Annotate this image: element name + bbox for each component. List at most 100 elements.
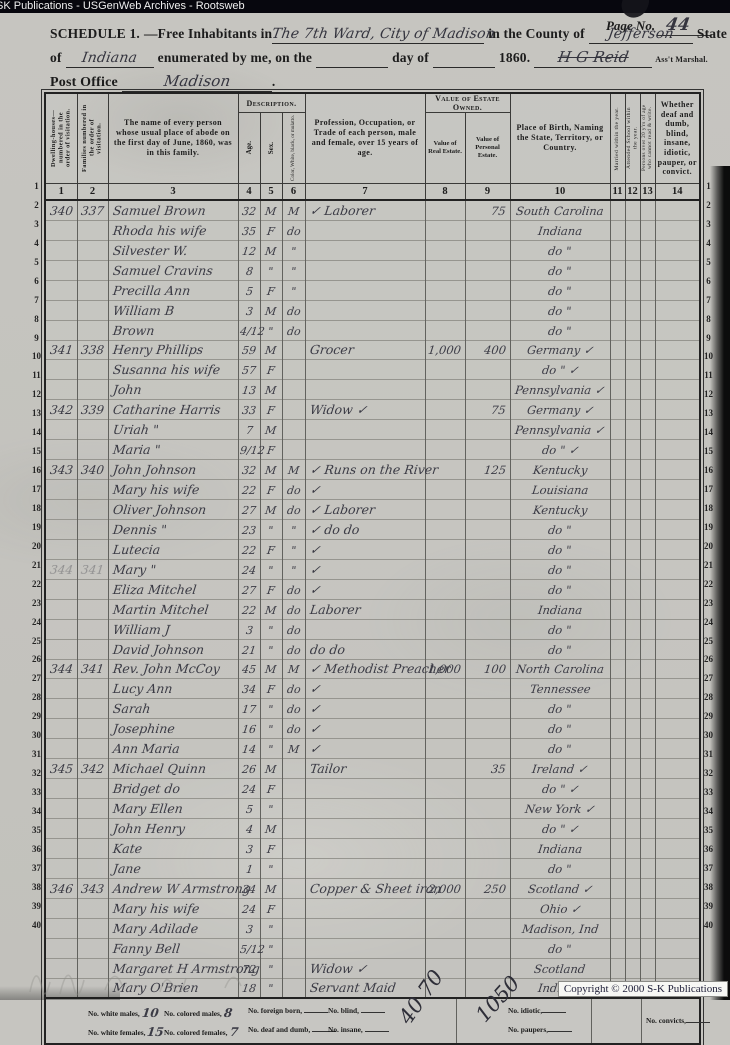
attended-school (624, 857, 641, 879)
age: 32 (237, 459, 261, 480)
occupation: Tailor (304, 758, 426, 779)
person-name-text: Mary Adilade (111, 920, 199, 936)
color-text: do (285, 484, 302, 498)
age: 59 (237, 339, 261, 360)
married-within-year (609, 459, 626, 480)
attended-school (624, 319, 641, 341)
personal-estate-value (464, 798, 511, 819)
age: 34 (237, 678, 261, 699)
birthplace-text: do " (547, 622, 573, 637)
real-estate-value (424, 718, 466, 739)
birthplace-text: Scotland (533, 961, 587, 976)
row-number: 30 (704, 730, 714, 741)
remarks (654, 638, 701, 660)
summary-white-females-value: 15 (146, 1025, 166, 1040)
occupation-text: ✓ (308, 681, 321, 697)
ward-city-value: The 7th Ward, City of Madison (270, 26, 497, 42)
table-row: 345 342 Michael Quinn 26 M Tailor 35 Ireland ✓ (44, 758, 701, 779)
sex-text: M (264, 384, 278, 398)
person-name-text: Mary his wife (111, 900, 200, 916)
birthplace-text: do " (547, 303, 573, 318)
birthplace: do " (509, 578, 611, 600)
person-name-text: Silvester W. (111, 242, 188, 258)
dwelling-number (44, 538, 78, 560)
occupation (304, 937, 426, 959)
person-name: Sarah (107, 698, 239, 719)
table-row: Silvester W. 12 M " do " (44, 239, 701, 261)
attended-school (624, 419, 641, 440)
occupation-text: Laborer (308, 601, 362, 617)
row-number: 36 (32, 843, 41, 854)
sex: " (259, 618, 283, 640)
color (281, 778, 306, 799)
married-within-year (609, 379, 626, 400)
color (281, 977, 306, 999)
cannot-read-write (639, 718, 656, 739)
col-header-school: Attended School within the year. (624, 92, 641, 184)
age-text: 8 (244, 264, 254, 278)
occupation: ✓ Laborer (304, 199, 426, 221)
attended-school (624, 598, 641, 620)
family-number (76, 818, 109, 839)
sex: M (259, 658, 283, 679)
person-name-text: Josephine (111, 721, 176, 737)
marshal-signature: H G Reid (556, 48, 631, 66)
personal-estate-value (464, 518, 511, 540)
attended-school (624, 359, 641, 380)
real-estate-value (424, 439, 466, 460)
age: 17 (237, 698, 261, 719)
column-number: 3 (107, 182, 239, 201)
family-number-text: 337 (80, 203, 105, 218)
person-name: Mary Ellen (107, 798, 239, 819)
of-word: of (50, 50, 62, 65)
birthplace-text: Louisiana (531, 483, 590, 498)
person-name: Eliza Mitchel (107, 578, 239, 600)
col-header-color-text: Color, White, black, or mulatto. (289, 115, 296, 181)
color-text: M (287, 663, 300, 677)
personal-estate-value (464, 778, 511, 799)
married-within-year (609, 479, 626, 500)
row-number: 23 (704, 597, 714, 608)
real-estate-value (424, 857, 466, 879)
birthplace: Pennsylvania ✓ (509, 419, 611, 440)
occupation: ✓ (304, 538, 426, 560)
sex-text: M (264, 503, 278, 517)
row-number: 28 (704, 692, 714, 703)
real-estate-value-text: 2,000 (426, 881, 462, 896)
summary-colored-males-label: No. colored males, (164, 1009, 222, 1019)
age: 5 (237, 798, 261, 819)
age-text: 35 (241, 224, 257, 238)
birthplace: Kentucky (509, 499, 611, 520)
sex: " (259, 718, 283, 739)
family-number (76, 359, 109, 380)
row-number: 22 (704, 578, 714, 589)
married-within-year (609, 698, 626, 719)
person-name-text: Lutecia (111, 541, 161, 557)
real-estate-value (424, 199, 466, 221)
sex: M (259, 459, 283, 480)
personal-estate-value (464, 698, 511, 719)
color-text: M (287, 204, 300, 218)
dwelling-number-text: 345 (48, 762, 74, 777)
birthplace-text: Indiana (537, 841, 583, 856)
birthplace-text: do " (547, 861, 573, 876)
real-estate-value (424, 897, 466, 919)
attended-school (624, 678, 641, 699)
column-number: 9 (464, 182, 511, 201)
cannot-read-write (639, 917, 656, 939)
real-estate-value (424, 379, 466, 400)
person-name-text: Mary Ellen (111, 801, 184, 817)
attended-school (624, 837, 641, 859)
dwelling-number (44, 259, 78, 281)
table-row: Margaret H Armstrong 72 " Widow ✓ Scotland (44, 957, 701, 979)
row-number: 12 (704, 389, 714, 400)
color: M (281, 738, 306, 759)
age-text: 13 (241, 384, 257, 398)
row-number: 28 (32, 692, 41, 703)
color: do (281, 698, 306, 719)
birthplace-text: Ireland ✓ (531, 762, 589, 777)
married-within-year (609, 857, 626, 879)
row-number: 8 (34, 313, 39, 324)
occupation: ✓ Laborer (304, 499, 426, 520)
person-name-text: Dennis " (111, 521, 168, 537)
